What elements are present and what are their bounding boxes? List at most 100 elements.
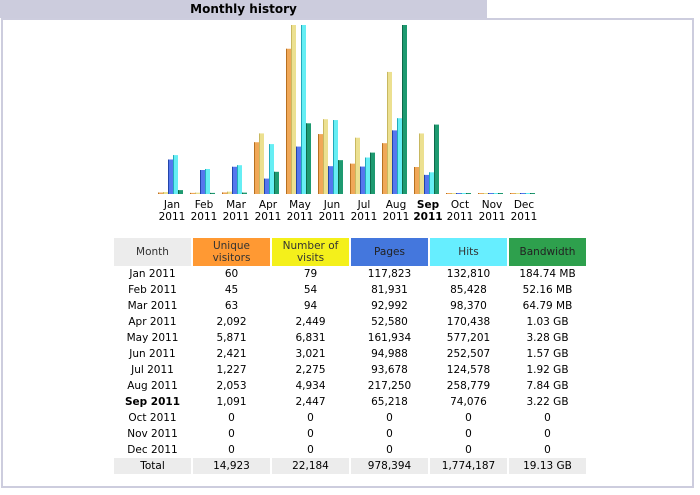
x-tick-year: 2011	[287, 211, 314, 223]
bar-hits-3	[269, 144, 274, 194]
header-bandwidth: Bandwidth	[509, 238, 586, 266]
bar-edge	[488, 193, 489, 194]
cell-bandwidth: 52.16 MB	[522, 284, 573, 296]
x-tick-month: Aug	[386, 199, 407, 211]
x-tick-month: Sep	[417, 199, 440, 211]
bar-hits-4	[301, 25, 306, 194]
cell-pages: 65,218	[371, 396, 408, 408]
bar-edge	[456, 193, 457, 194]
cell-bandwidth: 3.22 GB	[526, 396, 569, 408]
bar-bandwidth-4	[306, 123, 311, 194]
x-tick-year: 2011	[447, 211, 474, 223]
total-cell-unique-visitors: 14,923	[193, 458, 270, 474]
cell-visits: 79	[303, 268, 318, 280]
cell-hits: 98,370	[450, 300, 487, 312]
cell-bandwidth: 1.57 GB	[526, 348, 569, 360]
cell-month: Dec 2011	[127, 444, 178, 456]
bar-edge	[173, 155, 174, 194]
bar-bandwidth-5	[338, 160, 343, 194]
cell-pages: 0	[386, 412, 393, 424]
x-tick-month: May	[289, 199, 311, 211]
cell-hits: 577,201	[446, 332, 491, 344]
bar-unique-visitors-1	[190, 192, 195, 194]
bar-pages-1	[200, 170, 205, 194]
cell-unique-visitors: 63	[224, 300, 239, 312]
bar-edge	[382, 143, 383, 194]
x-tick-year: 2011	[319, 211, 346, 223]
bar-visits-10	[483, 193, 488, 194]
bar-unique-visitors-11	[510, 193, 515, 194]
header-visits: Number of visits	[272, 238, 349, 266]
bar-edge	[158, 192, 159, 194]
cell-pages: 161,934	[367, 332, 412, 344]
bar-bandwidth-11	[530, 193, 535, 194]
header-pages: Pages	[351, 238, 428, 266]
bar-pages-10	[488, 193, 493, 194]
bar-edge	[515, 193, 516, 194]
cell-pages: 81,931	[371, 284, 408, 296]
x-tick-month: Apr	[259, 199, 278, 211]
bar-edge	[168, 159, 169, 194]
bar-pages-3	[264, 178, 269, 194]
cell-bandwidth: 7.84 GB	[526, 380, 569, 392]
bar-edge	[269, 144, 270, 194]
cell-visits: 94	[303, 300, 318, 312]
bar-edge	[328, 166, 329, 194]
bar-unique-visitors-10	[478, 193, 483, 194]
table-total-row: Total 14,923 22,184 978,394 1,774,187 19.13 G…	[114, 458, 586, 474]
bar-pages-0	[168, 159, 173, 194]
table-row: Sep 2011 1,091 2,447 65,218 74,076 3.22 GB	[114, 394, 586, 410]
cell-pages: 0	[386, 444, 393, 456]
cell-hits: 85,428	[450, 284, 487, 296]
bar-bandwidth-8	[434, 124, 439, 194]
x-tick-month: Nov	[482, 199, 503, 211]
cell-visits: 0	[307, 444, 314, 456]
x-tick-year: 2011	[159, 211, 186, 223]
cell-bandwidth: 3.28 GB	[526, 332, 569, 344]
cell-pages: 94,988	[371, 348, 408, 360]
monthly-history-chart: Jan2011Feb2011Mar2011Apr2011May2011Jun20…	[158, 25, 538, 223]
cell-visits: 6,831	[295, 332, 326, 344]
bar-edge	[451, 193, 452, 194]
bar-edge	[205, 168, 206, 194]
bar-edge	[414, 167, 415, 194]
cell-month: Oct 2011	[128, 412, 177, 424]
cell-month: Sep 2011	[124, 396, 181, 408]
bar-edge	[200, 170, 201, 194]
cell-bandwidth: 1.03 GB	[526, 316, 569, 328]
cell-hits: 252,507	[446, 348, 491, 360]
cell-month: Jun 2011	[129, 348, 176, 360]
cell-visits: 2,275	[295, 364, 326, 376]
bar-visits-6	[355, 137, 360, 194]
bar-hits-2	[237, 165, 242, 194]
cell-bandwidth: 64.79 MB	[522, 300, 573, 312]
bar-pages-5	[328, 166, 333, 194]
bar-edge	[232, 166, 233, 194]
bar-bandwidth-0	[178, 190, 183, 194]
total-cell-bandwidth: 19.13 GB	[509, 458, 586, 474]
bar-edge	[461, 193, 462, 194]
table-row: Mar 2011 63 94 92,992 98,370 64.79 MB	[114, 298, 586, 314]
bar-edge	[163, 192, 164, 194]
bar-edge	[530, 193, 531, 194]
bar-visits-2	[227, 191, 232, 194]
cell-unique-visitors: 0	[228, 428, 235, 440]
bar-edge	[392, 130, 393, 194]
x-tick-year: 2011	[383, 211, 410, 223]
x-tick-year: 2011	[511, 211, 538, 223]
bar-hits-5	[333, 120, 338, 194]
bar-edge	[259, 133, 260, 194]
bar-bandwidth-10	[498, 193, 503, 194]
cell-unique-visitors: 2,053	[216, 380, 247, 392]
table-row: Jul 2011 1,227 2,275 93,678 124,578 1.92 GB	[114, 362, 586, 378]
table-row: Nov 2011 0 0 0 0 0	[114, 426, 586, 442]
x-tick-year: 2011	[413, 211, 442, 223]
cell-bandwidth: 1.92 GB	[526, 364, 569, 376]
bar-edge	[429, 172, 430, 194]
bar-visits-8	[419, 133, 424, 194]
cell-unique-visitors: 60	[224, 268, 239, 280]
table-row: Apr 2011 2,092 2,449 52,580 170,438 1.03 GB	[114, 314, 586, 330]
bar-visits-3	[259, 133, 264, 194]
cell-bandwidth: 0	[544, 444, 551, 456]
bar-edge	[360, 166, 361, 194]
